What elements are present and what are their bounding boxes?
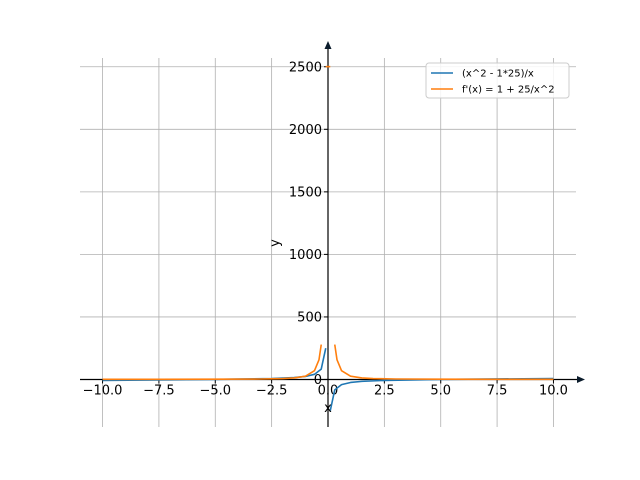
y-tick-label: 0 bbox=[314, 373, 322, 388]
y-axis-label: y bbox=[268, 239, 283, 247]
ticks: −10.0 −7.5 −5.0 −2.5 0.0 2.5 5.0 7.5 10.00500100… bbox=[83, 60, 568, 398]
x-tick-label: 7.5 bbox=[487, 383, 508, 398]
y-tick-label: 2000 bbox=[289, 123, 322, 138]
y-tick-label: 1000 bbox=[289, 248, 322, 263]
legend-label: (x^2 - 1*25)/x bbox=[462, 69, 534, 80]
axes bbox=[80, 41, 585, 427]
legend: (x^2 - 1*25)/x f'(x) = 1 + 25/x^2 bbox=[425, 62, 570, 99]
y-tick-label: 500 bbox=[297, 310, 322, 325]
y-tick-label: 2500 bbox=[289, 60, 322, 75]
legend-label: f'(x) = 1 + 25/x^2 bbox=[462, 85, 555, 96]
y-axis-arrow-icon bbox=[324, 41, 332, 49]
legend-box bbox=[425, 62, 570, 99]
series-0-line bbox=[102, 348, 327, 382]
x-tick-label: −10.0 bbox=[83, 383, 123, 398]
x-axis-arrow-icon bbox=[577, 375, 585, 383]
series-1-line bbox=[102, 344, 323, 381]
series-lines bbox=[102, 65, 554, 411]
x-axis-label: x bbox=[324, 401, 332, 416]
x-tick-label: 2.5 bbox=[374, 383, 395, 398]
x-tick-label: 10.0 bbox=[539, 383, 568, 398]
x-tick-label: −2.5 bbox=[256, 383, 288, 398]
x-tick-label: −7.5 bbox=[143, 383, 175, 398]
y-tick-label: 1500 bbox=[289, 185, 322, 200]
x-tick-label: −5.0 bbox=[199, 383, 231, 398]
series-1-line bbox=[333, 344, 554, 381]
x-tick-label: 5.0 bbox=[430, 383, 451, 398]
